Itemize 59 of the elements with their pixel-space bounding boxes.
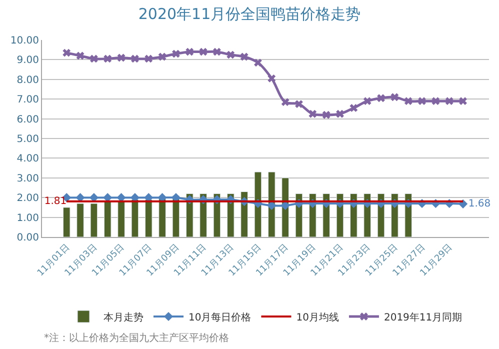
y-tick-label: 1.00 xyxy=(16,212,39,224)
point xyxy=(295,100,303,108)
point xyxy=(226,50,235,59)
point xyxy=(267,200,276,210)
bar xyxy=(76,203,84,237)
bar xyxy=(118,201,125,237)
point xyxy=(254,58,262,67)
point xyxy=(268,74,276,82)
bar xyxy=(254,172,262,237)
point xyxy=(377,94,385,102)
point xyxy=(432,97,440,106)
bar xyxy=(62,207,70,237)
point xyxy=(199,48,208,56)
y-tick-label: 9.00 xyxy=(16,55,39,66)
bar xyxy=(144,199,152,237)
point xyxy=(240,52,248,61)
y-tick-label: 6.00 xyxy=(16,114,39,126)
y-tick-label: 8.00 xyxy=(16,74,39,86)
point xyxy=(62,48,71,57)
point xyxy=(117,54,126,62)
point xyxy=(90,54,98,63)
point xyxy=(390,93,399,102)
point xyxy=(350,104,358,112)
point xyxy=(144,54,153,63)
point xyxy=(280,200,290,210)
point xyxy=(104,54,112,63)
y-tick-label: 5.00 xyxy=(16,134,39,145)
legend-label: 10月均线 xyxy=(296,311,339,324)
point xyxy=(336,110,344,118)
point xyxy=(281,98,290,106)
legend-label: 10月每日价格 xyxy=(188,311,252,324)
point xyxy=(459,97,467,106)
y-tick-label: 4.00 xyxy=(16,154,39,165)
y-tick-label: 7.00 xyxy=(16,94,39,106)
legend-label: 2019年11月同期 xyxy=(384,311,462,324)
legend-label: 本月走势 xyxy=(104,311,144,324)
data-label: 1.68 xyxy=(468,198,491,210)
y-tick-label: 3.00 xyxy=(16,173,39,184)
y-tick-label: 10.00 xyxy=(10,36,39,46)
point xyxy=(404,97,412,106)
text: *注：以上价格为全国九大主产区平均价格 xyxy=(44,332,229,344)
point xyxy=(418,97,426,106)
data-label: 1.81 xyxy=(44,196,67,207)
point xyxy=(308,110,317,118)
point xyxy=(158,52,166,61)
point xyxy=(130,54,139,63)
bar xyxy=(131,199,139,237)
point xyxy=(322,110,330,119)
y-tick-label: 0.00 xyxy=(16,232,39,244)
point xyxy=(186,48,194,56)
point xyxy=(445,97,454,106)
bar xyxy=(90,203,98,237)
point xyxy=(213,48,221,56)
point xyxy=(172,50,180,58)
point xyxy=(363,97,372,106)
chart-title: 2020年11月份全国鸭苗价格走势 xyxy=(138,5,361,24)
point xyxy=(76,52,84,60)
y-tick-label: 2.00 xyxy=(16,193,39,204)
bar xyxy=(104,201,112,237)
